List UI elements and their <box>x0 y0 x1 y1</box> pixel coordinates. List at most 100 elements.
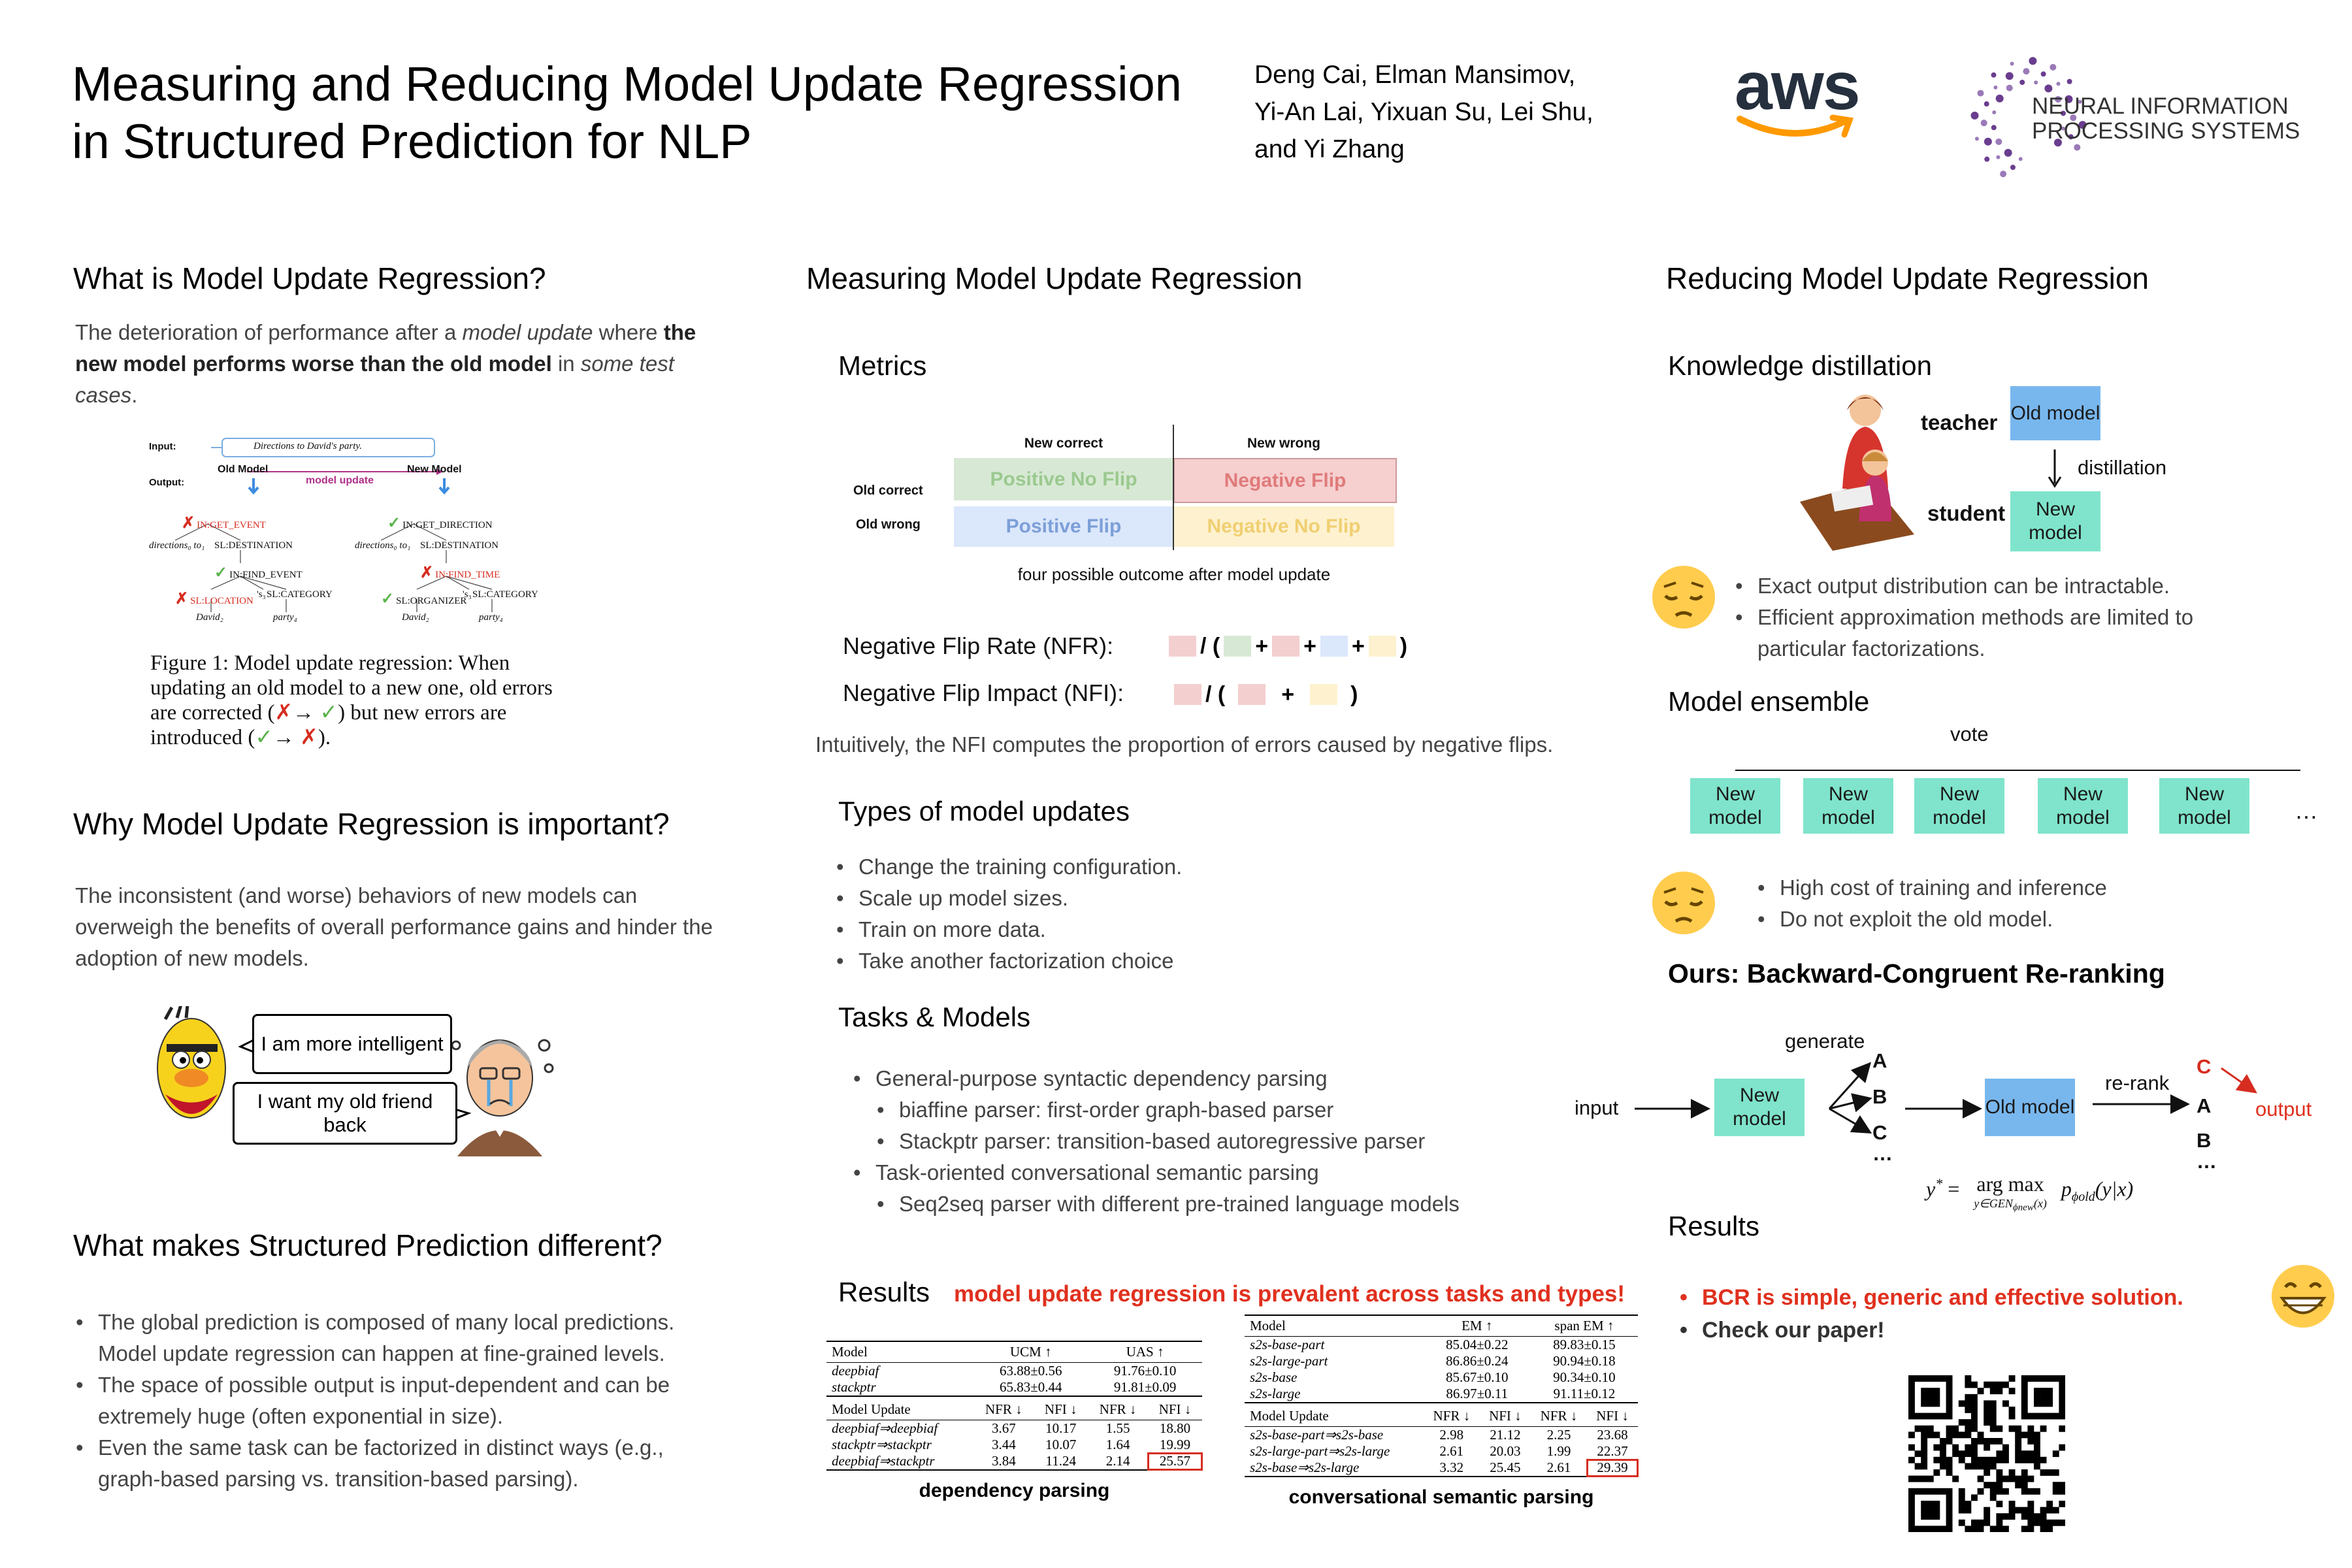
qr-module <box>1989 1482 1997 1489</box>
header-cell: NFI ↓ <box>1034 1399 1088 1420</box>
header-cell: Model <box>1245 1315 1424 1337</box>
qr-module <box>1984 1519 1991 1526</box>
qr-module <box>1971 1463 1978 1470</box>
text: in <box>551 351 581 376</box>
qr-code[interactable] <box>1908 1375 2065 1532</box>
qr-module <box>2002 1475 2009 1482</box>
qr-module <box>2002 1513 2009 1520</box>
qr-module <box>2021 1456 2028 1463</box>
qr-module <box>1946 1507 1953 1514</box>
bullet: Stackptr parser: transition-based autore… <box>877 1126 1507 1157</box>
tree-node: directions₀ to₁ <box>149 540 204 551</box>
authors-line: Yi-An Lai, Yixuan Su, Lei Shu, <box>1254 98 1593 126</box>
text: Figure 1: Model update regression: When … <box>150 651 553 725</box>
row: s2s-base⇒s2s-large 3.32 25.45 2.61 29.39 <box>1245 1459 1639 1477</box>
row-header: Old correct <box>853 483 923 498</box>
tree-node: SL:DESTINATION <box>214 540 293 551</box>
subsection-title: Types of model updates <box>838 796 1130 826</box>
qr-module <box>1965 1526 1972 1532</box>
candidate: B <box>1872 1085 1887 1108</box>
bullet: The global prediction is composed of man… <box>76 1307 723 1369</box>
swatch <box>1320 636 1348 657</box>
qr-module <box>1989 1488 1997 1495</box>
operator: / ( <box>1205 682 1226 707</box>
qr-module <box>1977 1526 1984 1532</box>
cell: 3.32 <box>1439 1460 1464 1475</box>
outcome-cell: Negative Flip <box>1173 458 1397 503</box>
cell: s2s-large-part <box>1250 1353 1328 1369</box>
logo-dot <box>1991 72 1997 78</box>
logo-dot <box>2078 99 2082 104</box>
logo-dot <box>1992 110 1997 114</box>
qr-module <box>1996 1526 2003 1532</box>
qr-module <box>1946 1488 1953 1495</box>
qr-module <box>1971 1456 1978 1463</box>
formula-label: Negative Flip Impact (NFI): <box>843 679 1124 706</box>
header-cell: UAS ↑ <box>1088 1341 1202 1363</box>
qr-module <box>1984 1482 1991 1489</box>
table-caption: four possible outcome after model update <box>1017 564 1331 584</box>
qr-module <box>1946 1425 1953 1432</box>
bullet-list: BCR is simple, generic and effective sol… <box>1680 1281 2268 1347</box>
qr-module <box>1927 1475 1934 1482</box>
eq-part: (y|x) <box>2095 1177 2134 1201</box>
results-table: Model EM ↑ span EM ↑ s2s-base-part 85.04±0.2… <box>1245 1315 1639 1509</box>
logo-dot <box>1970 111 1979 120</box>
cell: 1.64 <box>1105 1437 1130 1452</box>
text: ). <box>318 726 331 749</box>
qr-module <box>1908 1456 1915 1463</box>
neurips-text: NEURAL INFORMATION <box>2032 93 2289 119</box>
qr-module <box>2021 1431 2028 1439</box>
model-box: New model <box>1914 778 2004 834</box>
tree-label: IN:GET_DIRECTION <box>402 520 493 531</box>
section-title: Why Model Update Regression is important… <box>73 807 670 841</box>
logo-dot <box>1995 94 2004 103</box>
section-title: What is Model Update Regression? <box>73 261 546 295</box>
cell: 1.99 <box>1546 1443 1571 1459</box>
check: ✓ <box>387 515 401 532</box>
qr-module <box>2027 1375 2034 1382</box>
qr-module <box>1946 1375 1953 1382</box>
aws-logo: aws <box>1735 52 1861 144</box>
qr-module <box>2052 1469 2059 1476</box>
text: where <box>593 320 664 344</box>
qr-module <box>1946 1501 1953 1507</box>
cell: 10.07 <box>1045 1437 1077 1452</box>
qr-module <box>1977 1438 1984 1445</box>
qr-module <box>2059 1407 2065 1413</box>
qr-module <box>1914 1475 1921 1482</box>
mouth <box>1674 611 1693 617</box>
qr-module <box>1977 1431 1984 1439</box>
cell: 25.57 <box>1147 1452 1203 1471</box>
qr-module <box>1927 1431 1934 1439</box>
cell: 91.81±0.09 <box>1113 1379 1177 1395</box>
section-title: Reducing Model Update Regression <box>1666 261 2149 295</box>
model-box: New model <box>2010 491 2100 551</box>
header-cell: EM ↑ <box>1423 1315 1531 1337</box>
logo-dot <box>2074 144 2081 151</box>
qr-module <box>1927 1413 1934 1420</box>
qr-module <box>1940 1526 1946 1532</box>
qr-module <box>1921 1400 1928 1407</box>
qr-module <box>2008 1388 2016 1395</box>
qr-module <box>1946 1494 1953 1501</box>
qr-module <box>2040 1507 2047 1514</box>
qr-module <box>2002 1526 2009 1532</box>
qr-module <box>1914 1450 1921 1458</box>
qr-module <box>1977 1463 1984 1470</box>
qr-module <box>1933 1431 1940 1439</box>
qr-module <box>2052 1375 2059 1382</box>
qr-module <box>1933 1394 1940 1401</box>
bullet: Efficient approximation methods are limi… <box>1735 602 2278 664</box>
qr-module <box>2059 1413 2065 1420</box>
qr-module <box>2052 1507 2059 1514</box>
qr-module <box>1965 1425 1972 1432</box>
qr-module <box>2059 1444 2065 1451</box>
separator-cell <box>1245 1402 1638 1406</box>
subsection-title: Metrics <box>838 350 927 381</box>
figure-text: Output: <box>149 477 185 488</box>
header-cell: Model <box>826 1341 974 1363</box>
table-caption: conversational semantic parsing <box>1288 1486 1594 1508</box>
qr-module <box>2059 1375 2065 1382</box>
